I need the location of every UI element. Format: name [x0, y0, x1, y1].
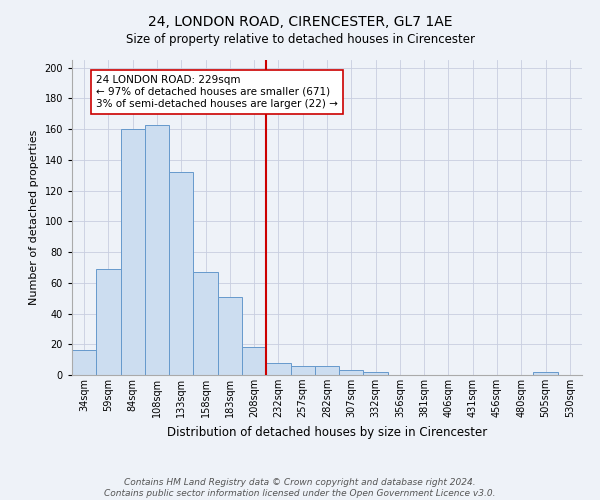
Text: 24 LONDON ROAD: 229sqm
← 97% of detached houses are smaller (671)
3% of semi-det: 24 LONDON ROAD: 229sqm ← 97% of detached… — [96, 76, 338, 108]
Bar — [533, 372, 558, 375]
Bar — [145, 124, 169, 375]
Bar — [193, 272, 218, 375]
Bar — [218, 296, 242, 375]
Bar — [169, 172, 193, 375]
Bar — [315, 366, 339, 375]
Bar — [266, 362, 290, 375]
Bar — [72, 350, 96, 375]
X-axis label: Distribution of detached houses by size in Cirencester: Distribution of detached houses by size … — [167, 426, 487, 438]
Bar — [121, 129, 145, 375]
Bar — [339, 370, 364, 375]
Bar — [242, 348, 266, 375]
Bar — [290, 366, 315, 375]
Bar — [364, 372, 388, 375]
Bar — [96, 269, 121, 375]
Text: Size of property relative to detached houses in Cirencester: Size of property relative to detached ho… — [125, 32, 475, 46]
Text: Contains HM Land Registry data © Crown copyright and database right 2024.
Contai: Contains HM Land Registry data © Crown c… — [104, 478, 496, 498]
Y-axis label: Number of detached properties: Number of detached properties — [29, 130, 39, 305]
Text: 24, LONDON ROAD, CIRENCESTER, GL7 1AE: 24, LONDON ROAD, CIRENCESTER, GL7 1AE — [148, 15, 452, 29]
